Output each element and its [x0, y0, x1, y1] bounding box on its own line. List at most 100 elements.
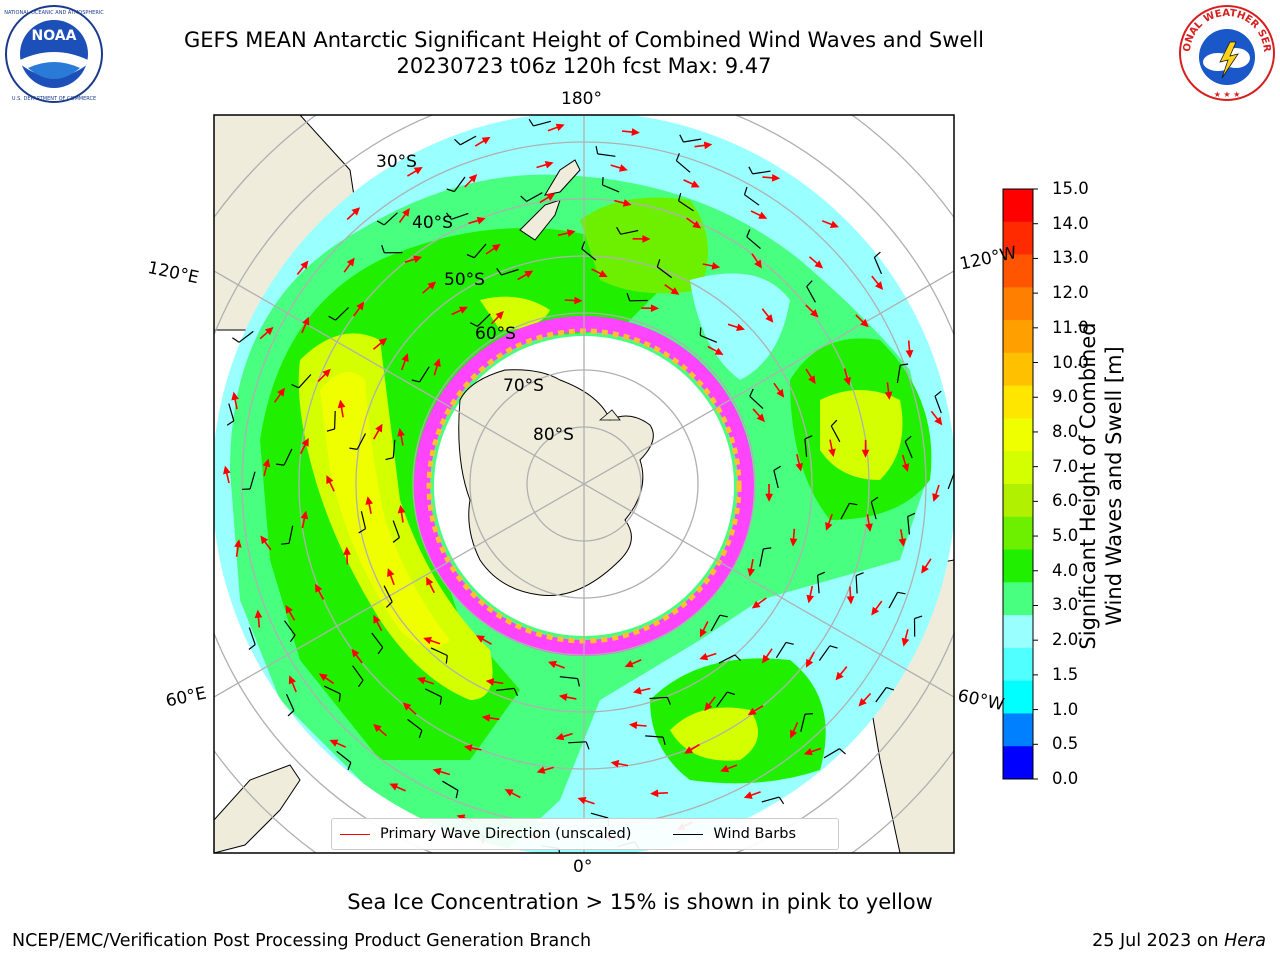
wind-barb-feather: [520, 195, 528, 202]
legend-label-wave-direction: Primary Wave Direction (unscaled): [380, 826, 632, 842]
wind-barb-feather: [829, 645, 838, 649]
wave-arrow-head: [481, 714, 491, 722]
wave-arrow-head: [771, 173, 781, 182]
wind-barb-feather: [727, 691, 735, 696]
wave-arrow-head: [884, 391, 893, 400]
wave-arrow-head: [790, 729, 798, 739]
wind-barb-feather: [581, 241, 586, 250]
wind-barb-staff: [645, 735, 664, 738]
wave-arrow-head: [577, 796, 587, 805]
wind-barb-staff: [430, 647, 448, 657]
wind-barb-feather: [585, 741, 590, 750]
wave-arrow-head: [343, 546, 351, 555]
colorbar-border: [1002, 188, 1034, 780]
wind-barb-staff: [334, 410, 336, 430]
wind-barb-feather: [804, 713, 813, 715]
wind-barb-staff: [620, 229, 639, 235]
wave-direction-arrows: [223, 123, 943, 842]
wind-barb-feather: [806, 280, 813, 287]
wave-arrow-head: [378, 337, 388, 346]
wind-barb-staff: [804, 438, 808, 457]
wave-arrow-head: [302, 316, 310, 326]
wave-arrow-head: [901, 637, 910, 647]
colorbar-tick-label: 10.0: [1052, 352, 1089, 372]
wind-barb-feather: [385, 601, 393, 608]
colorbar-tick-label: 11.0: [1052, 317, 1089, 337]
sea-ice-note: Sea Ice Concentration > 15% is shown in …: [347, 890, 933, 914]
wind-barb-staff: [407, 718, 423, 731]
green-patch-top: [580, 197, 708, 294]
wave-arrow-head: [413, 255, 423, 263]
wave-arrow-head: [277, 387, 285, 397]
wind-barb-feather: [874, 251, 881, 258]
wind-barb-feather: [328, 315, 336, 321]
wave-arrow-head: [397, 504, 406, 514]
footer-date: 25 Jul 2023 on Hera: [1092, 931, 1266, 951]
wave-arrow-head: [485, 678, 495, 686]
wind-barb-feather: [886, 686, 895, 691]
colorbar-tick-label: 12.0: [1052, 283, 1089, 303]
wave-arrow-head: [618, 164, 628, 172]
colorbar-label-line2: Wind Waves and Swell [m]: [1102, 346, 1126, 626]
wave-arrow-head: [329, 739, 339, 747]
colorbar-tick-label: 0.5: [1052, 734, 1079, 754]
wind-barbs: [226, 118, 954, 853]
wind-barb-feather: [778, 796, 785, 805]
wave-arrow-head: [699, 652, 709, 661]
lat-label-80s: 80°S: [533, 425, 574, 445]
wave-arrow-head: [905, 350, 914, 359]
wave-arrow-head: [789, 538, 798, 547]
wave-arrow-head: [491, 243, 501, 252]
colorbar-tick-label: 9.0: [1052, 387, 1079, 407]
legend-item-wave-direction: Primary Wave Direction (unscaled): [332, 826, 631, 842]
wave-arrow-head: [921, 564, 929, 574]
colorbar-tick-label: 1.5: [1052, 664, 1079, 684]
wind-barb-staff: [451, 212, 469, 220]
wave-arrow-head: [373, 723, 382, 733]
wind-barb-feather: [446, 212, 452, 220]
wave-arrow-head: [684, 746, 694, 754]
wind-barb-staff: [352, 665, 364, 681]
wind-barb-feather: [897, 591, 906, 595]
map-frame: [213, 114, 955, 854]
wind-barb-staff: [830, 425, 841, 443]
wave-arrow-head: [858, 698, 867, 707]
wind-barb-feather: [773, 465, 782, 471]
wave-arrow-head: [751, 600, 761, 609]
colorbar-tick-label: 1.0: [1052, 699, 1079, 719]
wave-arrow-head: [747, 568, 756, 577]
wind-barb-staff: [855, 575, 858, 594]
wind-barb-staff: [559, 676, 578, 680]
wave-arrow-head: [810, 309, 819, 318]
wave-arrow-head: [427, 281, 437, 290]
colorbar-tick-label: 4.0: [1052, 560, 1079, 580]
wind-barb-staff: [238, 330, 254, 343]
yellow-core: [320, 372, 450, 648]
wind-barb-staff: [773, 470, 779, 489]
colorbar-swatch: [1003, 680, 1033, 714]
wave-arrow-head: [401, 353, 409, 363]
wave-arrow-head: [901, 463, 910, 473]
wind-barb-feather: [900, 363, 909, 366]
wave-arrow-head: [402, 702, 412, 711]
wind-barb-staff: [818, 645, 831, 661]
wave-arrow-head: [825, 522, 833, 531]
wind-barb-staff: [806, 286, 816, 303]
colorbar-tick-label: 6.0: [1052, 491, 1079, 511]
wave-arrow-head: [758, 211, 768, 219]
wind-barb-feather: [470, 322, 478, 327]
colorbar-swatch: [1003, 189, 1033, 223]
wave-arrow-head: [898, 538, 907, 547]
colorbar-swatch: [1003, 320, 1033, 354]
wave-arrow-head: [432, 767, 442, 776]
wave-arrow-head: [288, 675, 296, 685]
wave-arrow-head: [642, 235, 651, 243]
wind-barb-staff: [288, 525, 294, 544]
wave-arrow-head: [375, 423, 383, 433]
wave-arrow-head: [326, 475, 334, 485]
wave-arrow-head: [699, 628, 707, 638]
wind-barb-staff: [746, 236, 761, 250]
colorbar-swatch: [1003, 713, 1033, 747]
wave-arrow-head: [828, 448, 836, 458]
wave-arrow-head: [574, 296, 583, 305]
